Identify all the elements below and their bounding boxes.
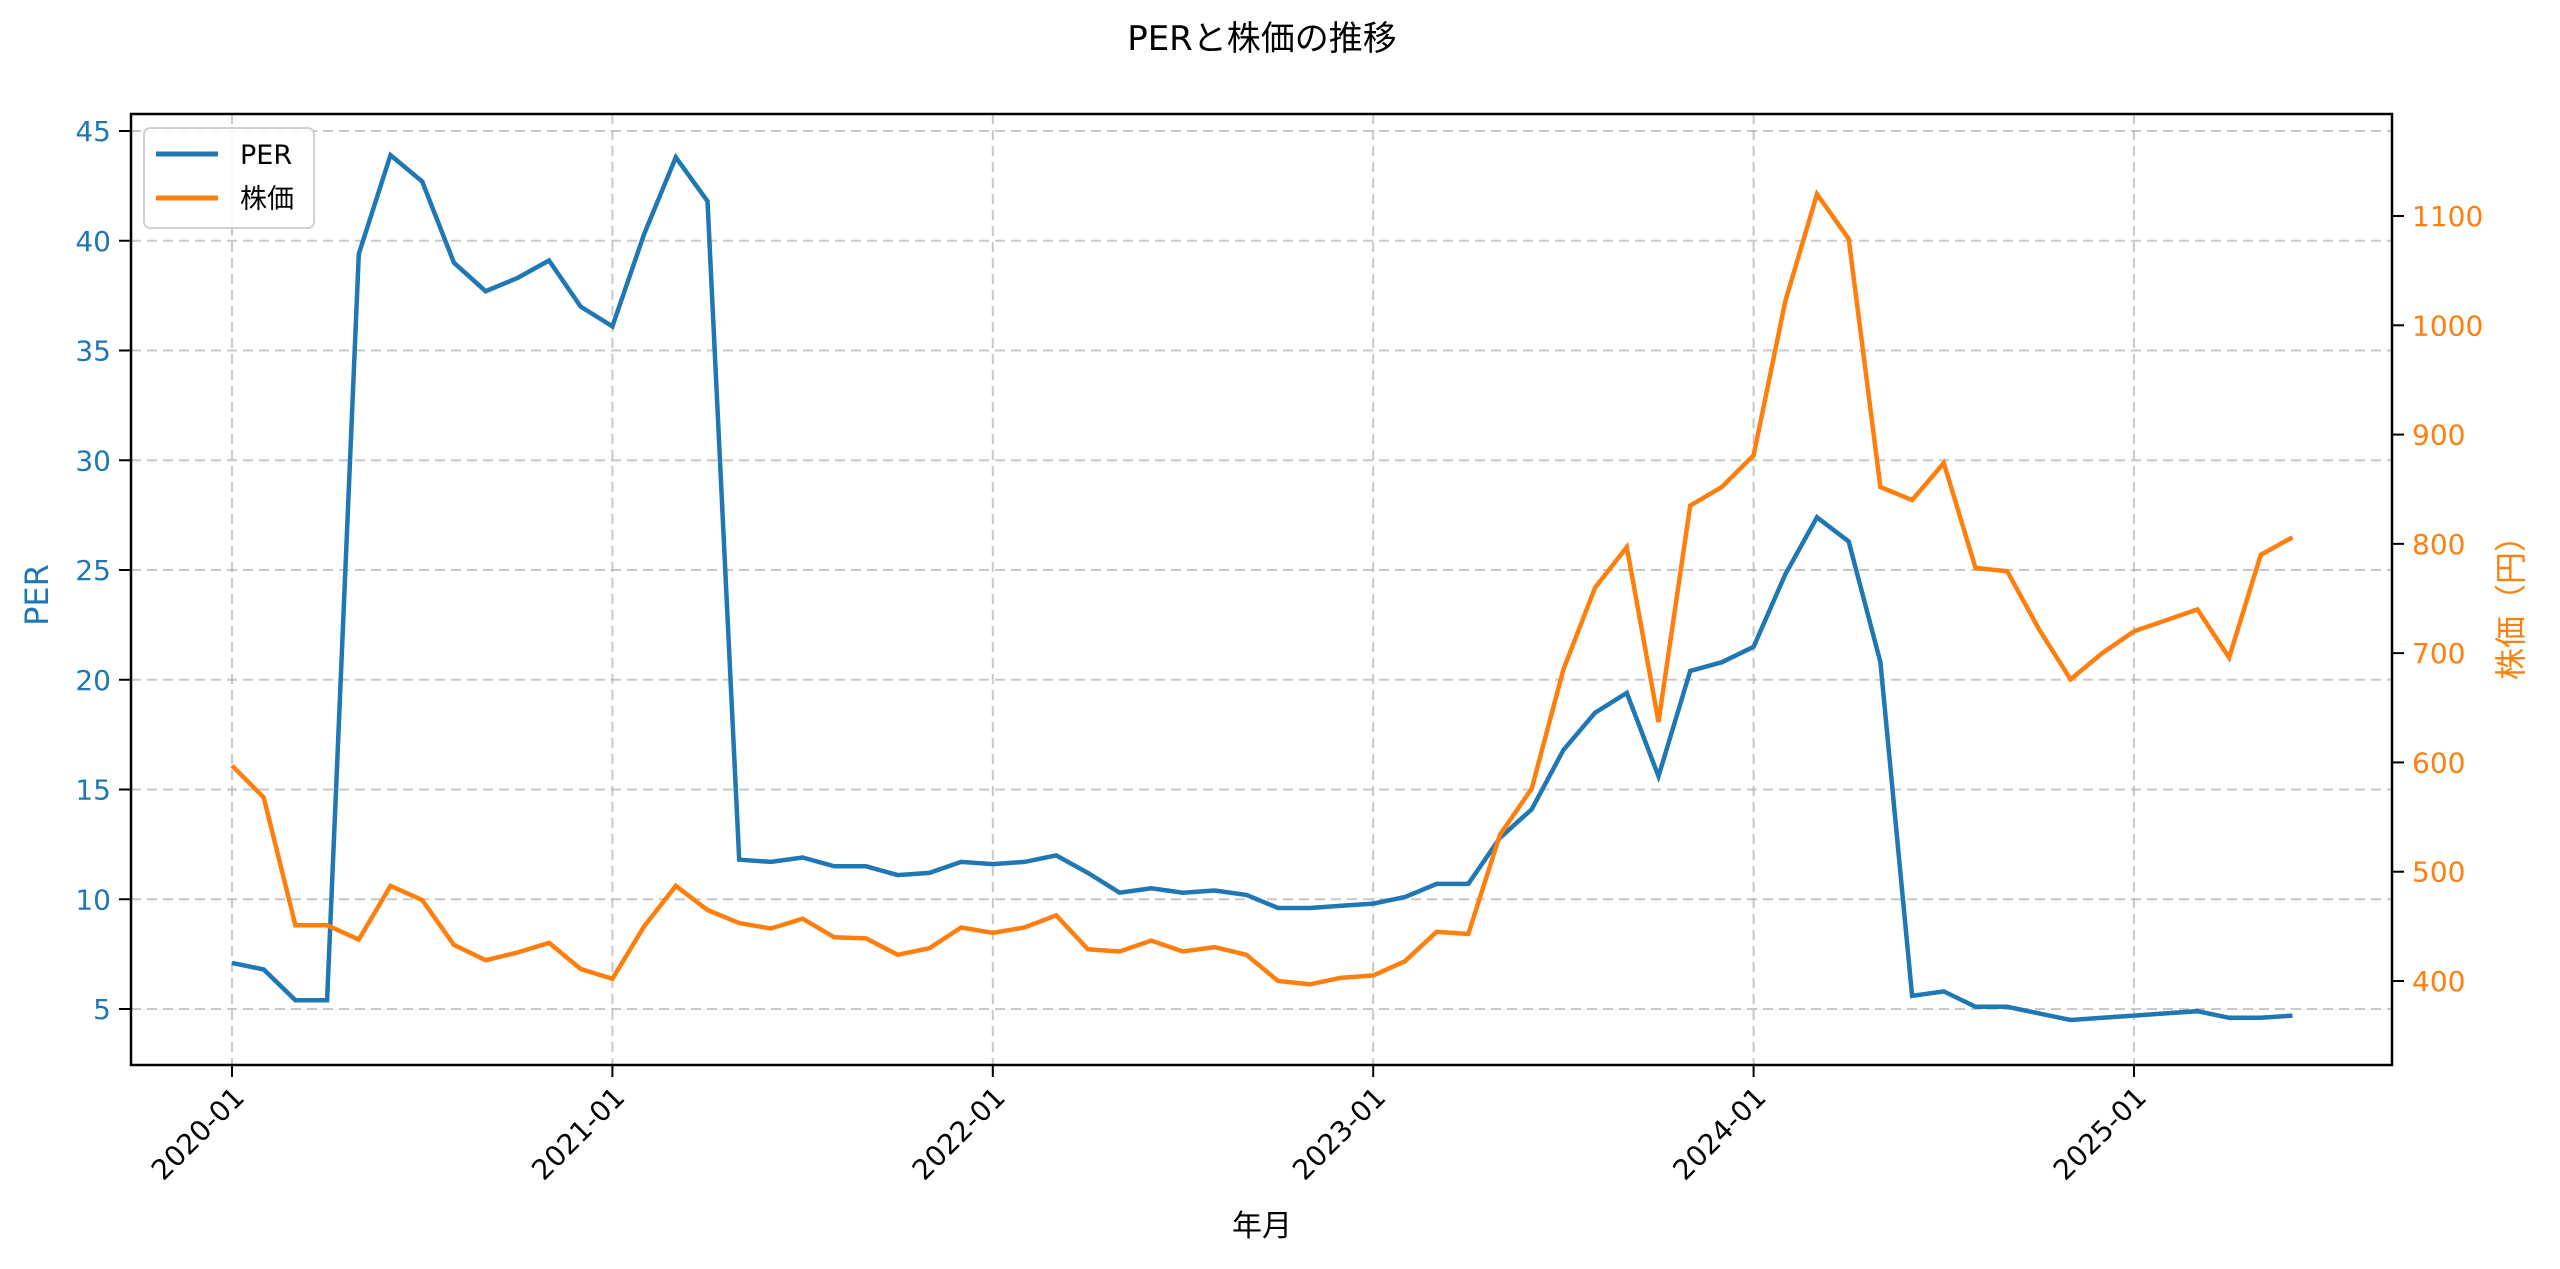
- y-tick-label-left: 35: [75, 335, 111, 368]
- y-tick-label-right: 500: [2412, 856, 2465, 889]
- x-tick-label: 2023-01: [1286, 1081, 1392, 1187]
- x-tick-label: 2021-01: [525, 1081, 631, 1187]
- x-tick-label: 2025-01: [2047, 1081, 2153, 1187]
- y-tick-label-left: 45: [75, 115, 111, 148]
- y-tick-label-left: 5: [93, 993, 111, 1026]
- y-tick-label-right: 1100: [2412, 200, 2483, 233]
- legend-label-price: 株価: [240, 184, 294, 215]
- y-tick-label-left: 10: [75, 883, 111, 916]
- y-axis-label-right: 株価（円）: [2492, 520, 2530, 680]
- legend: PER 株価: [143, 127, 315, 229]
- per-line: [231, 151, 2293, 1023]
- y-tick-label-right: 400: [2412, 965, 2465, 998]
- y-tick-label-right: 900: [2412, 419, 2465, 452]
- x-tick-label: 2024-01: [1666, 1081, 1772, 1187]
- legend-label-per: PER: [240, 140, 292, 171]
- y-tick-label-right: 800: [2412, 528, 2465, 561]
- x-axis-label: 年月: [1232, 1209, 1292, 1244]
- left-y-axis: 5 10 15 20 25 30 35 40 45: [75, 115, 131, 1026]
- y-tick-label-left: 40: [75, 225, 111, 258]
- y-tick-label-left: 20: [75, 664, 111, 697]
- y-tick-label-left: 15: [75, 774, 111, 807]
- y-tick-label-left: 30: [75, 444, 111, 477]
- y-axis-label-left: PER: [18, 564, 56, 626]
- y-tick-label-right: 1000: [2412, 309, 2483, 342]
- y-tick-label-right: 700: [2412, 637, 2465, 670]
- y-tick-label-right: 600: [2412, 746, 2465, 779]
- series-layer: [230, 151, 2294, 1023]
- y-tick-label-left: 25: [75, 554, 111, 587]
- plot-frame: [129, 112, 2394, 1067]
- right-y-axis: 400 500 600 700 800 900 1000 1100: [2392, 200, 2483, 998]
- x-axis: 2020-01 2021-01 2022-01 2023-01 2024-01 2025-…: [145, 1065, 2153, 1187]
- price-line: [230, 189, 2294, 987]
- x-tick-label: 2020-01: [145, 1081, 251, 1187]
- chart-title: PERと株価の推移: [1127, 19, 1397, 59]
- x-tick-label: 2022-01: [906, 1081, 1012, 1187]
- grid-lines: [131, 114, 2392, 1065]
